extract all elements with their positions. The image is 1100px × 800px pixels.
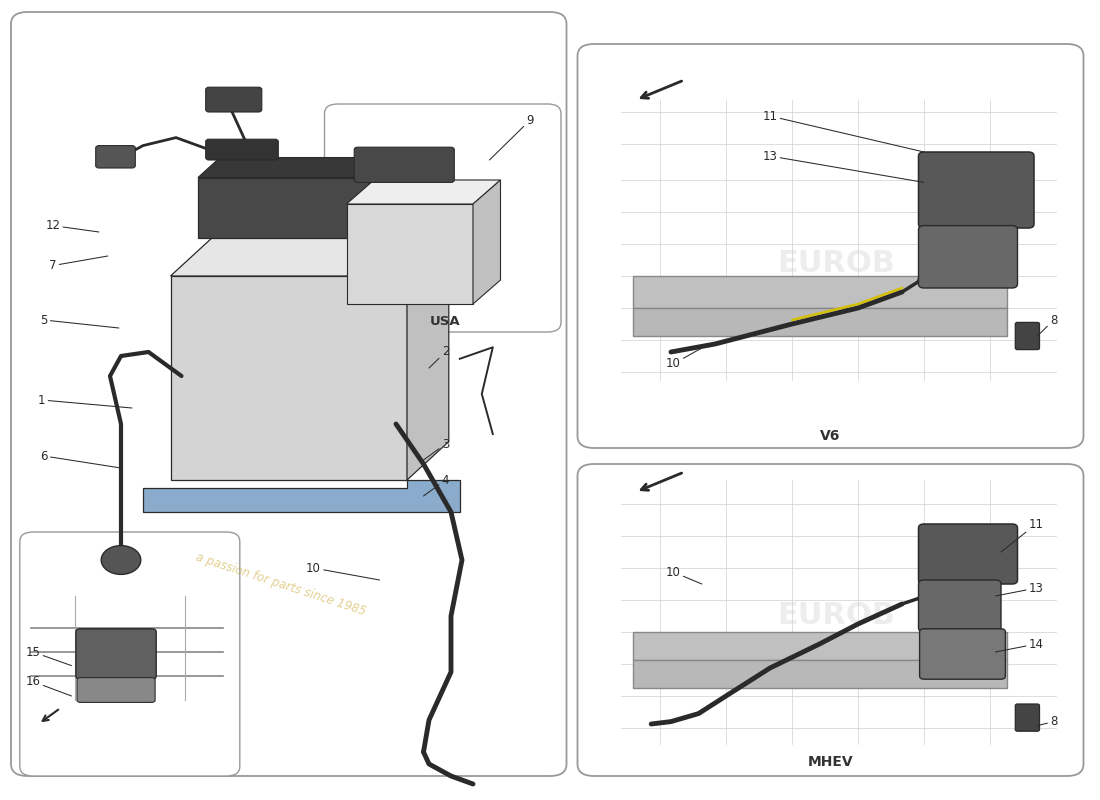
Polygon shape xyxy=(346,180,500,204)
FancyBboxPatch shape xyxy=(354,147,454,182)
FancyBboxPatch shape xyxy=(920,629,1005,679)
Text: 16: 16 xyxy=(25,675,72,696)
FancyBboxPatch shape xyxy=(76,629,156,679)
Text: EUROB
ICH: EUROB ICH xyxy=(777,601,895,663)
Text: a passion for parts since 1985: a passion for parts since 1985 xyxy=(194,550,367,618)
FancyBboxPatch shape xyxy=(632,632,1007,660)
Text: 5: 5 xyxy=(41,314,119,328)
Polygon shape xyxy=(346,204,473,304)
FancyBboxPatch shape xyxy=(20,532,240,776)
FancyBboxPatch shape xyxy=(578,464,1084,776)
FancyBboxPatch shape xyxy=(632,308,1007,336)
FancyBboxPatch shape xyxy=(918,226,1018,288)
Text: EUROB
ICH: EUROB ICH xyxy=(777,249,895,311)
FancyBboxPatch shape xyxy=(1015,322,1040,350)
Text: 10: 10 xyxy=(666,348,702,370)
Text: 11: 11 xyxy=(1001,518,1044,552)
FancyBboxPatch shape xyxy=(632,660,1007,688)
FancyBboxPatch shape xyxy=(918,524,1018,584)
Polygon shape xyxy=(368,158,390,238)
Polygon shape xyxy=(170,276,407,480)
Text: 8: 8 xyxy=(1037,314,1057,336)
FancyBboxPatch shape xyxy=(324,104,561,332)
Text: 7: 7 xyxy=(50,256,108,272)
Text: 6: 6 xyxy=(41,450,121,468)
Text: MHEV: MHEV xyxy=(807,754,854,769)
Text: 1: 1 xyxy=(39,394,132,408)
FancyBboxPatch shape xyxy=(206,139,278,160)
Polygon shape xyxy=(473,180,500,304)
Text: 15: 15 xyxy=(25,646,72,666)
Polygon shape xyxy=(198,158,390,178)
FancyBboxPatch shape xyxy=(918,580,1001,632)
Text: 4: 4 xyxy=(424,474,449,496)
Text: 13: 13 xyxy=(762,150,924,182)
Text: 10: 10 xyxy=(306,562,379,580)
Text: 10: 10 xyxy=(666,566,702,584)
FancyBboxPatch shape xyxy=(1015,704,1040,731)
Text: 8: 8 xyxy=(1037,715,1057,728)
Polygon shape xyxy=(407,238,449,480)
Text: V6: V6 xyxy=(821,429,840,443)
Text: 3: 3 xyxy=(424,438,449,460)
Text: 13: 13 xyxy=(996,582,1044,596)
Circle shape xyxy=(101,546,141,574)
Text: 14: 14 xyxy=(996,638,1044,652)
Text: 9: 9 xyxy=(490,114,534,160)
FancyBboxPatch shape xyxy=(632,276,1007,308)
Polygon shape xyxy=(143,480,460,512)
Text: 12: 12 xyxy=(45,219,99,232)
FancyBboxPatch shape xyxy=(578,44,1084,448)
Text: 11: 11 xyxy=(762,110,924,152)
FancyBboxPatch shape xyxy=(918,152,1034,228)
Polygon shape xyxy=(198,178,368,238)
FancyBboxPatch shape xyxy=(77,678,155,702)
Text: 2: 2 xyxy=(429,346,449,368)
FancyBboxPatch shape xyxy=(11,12,566,776)
Text: USA: USA xyxy=(430,315,461,328)
FancyBboxPatch shape xyxy=(206,87,262,112)
FancyBboxPatch shape xyxy=(96,146,135,168)
Polygon shape xyxy=(170,238,449,276)
